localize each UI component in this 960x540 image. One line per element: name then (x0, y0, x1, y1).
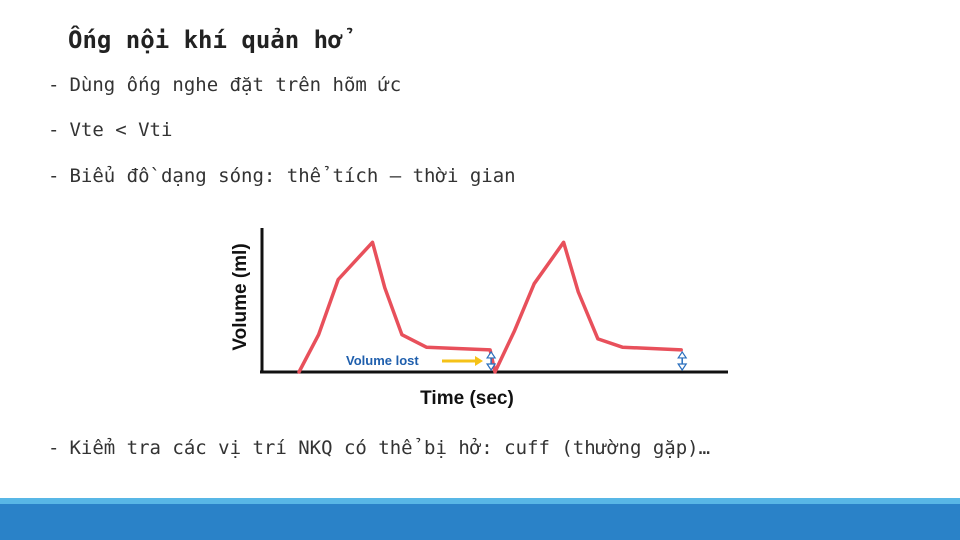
bullet-text: Biểu đồ dạng sóng: thể tích – thời gian (69, 165, 516, 187)
bullet-dash: - (48, 119, 60, 141)
bullet-item: - Dùng ống nghe đặt trên hõm ức (48, 74, 401, 96)
bullet-text: Kiểm tra các vị trí NKQ có thể bị hở: cu… (69, 437, 711, 459)
bullet-item: - Vte < Vti (48, 119, 172, 141)
volume-lost-arrow-head (475, 356, 483, 366)
volume-lost-marker (677, 350, 688, 372)
x-axis-label: Time (sec) (420, 388, 514, 409)
bullet-item: - Biểu đồ dạng sóng: thể tích – thời gian (48, 165, 516, 187)
slide-title: Ống nội khí quản hở (68, 26, 343, 54)
bullet-item: - Kiểm tra các vị trí NKQ có thể bị hở: c… (48, 437, 710, 459)
bullet-dash: - (48, 165, 60, 187)
bullet-dash: - (48, 437, 60, 459)
volume-time-chart: Volume (ml) Time (sec) Volume lost (230, 228, 728, 409)
bullet-text: Dùng ống nghe đặt trên hõm ức (69, 74, 402, 96)
bullet-dash: - (48, 74, 60, 96)
volume-lost-marker (485, 350, 497, 372)
footer-bar (0, 504, 960, 540)
volume-waveform-line (297, 240, 683, 374)
volume-lost-label: Volume lost (346, 353, 419, 368)
bullet-text: Vte < Vti (69, 119, 173, 141)
footer-stripe (0, 498, 960, 504)
y-axis-label: Volume (ml) (230, 243, 251, 350)
